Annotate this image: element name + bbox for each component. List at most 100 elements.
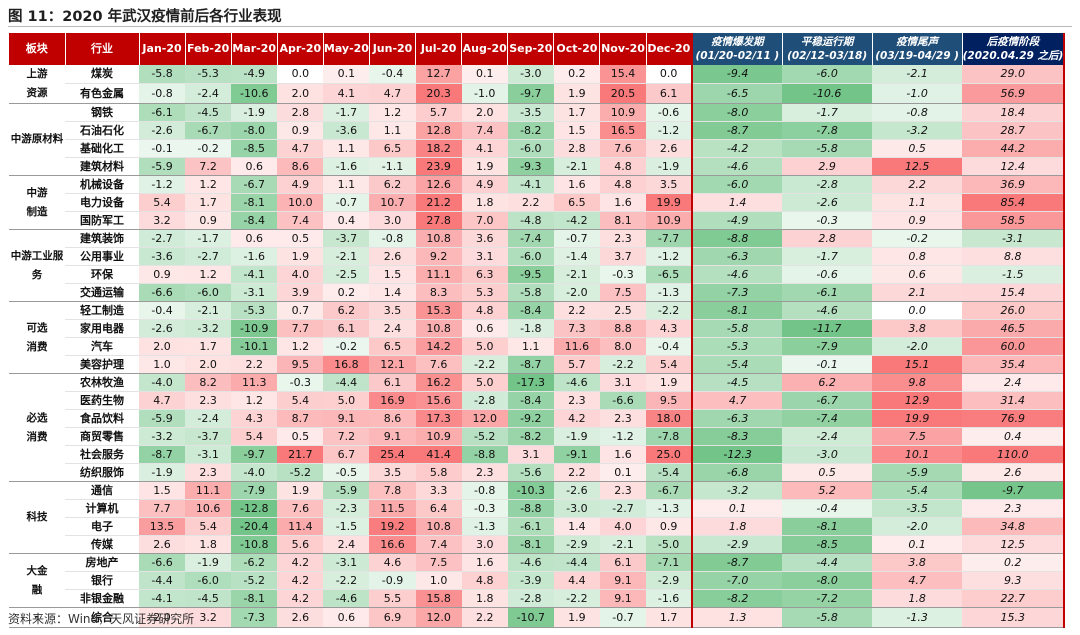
month-value-cell: -7.7 (646, 229, 693, 248)
month-value-cell: 10.8 (415, 229, 462, 248)
table-row: 非银金融 -4.1 -4.5 -8.1 4.2 -4.6 5.5 15.8 1.8 -2.8 -2.… (9, 589, 1066, 608)
sector-text: 可选消费 (26, 321, 48, 353)
month-value-cell: 12.7 (415, 65, 462, 85)
figure-title: 图 11：2020 年武汉疫情前后各行业表现 (8, 9, 282, 25)
month-value-cell: 16.5 (599, 121, 647, 140)
month-value-cell: 4.1 (461, 139, 508, 158)
month-value-cell: 6.3 (461, 265, 508, 284)
month-value-cell: 2.3 (185, 463, 232, 482)
table-row: 电子 13.5 5.4 -20.4 11.4 -1.5 19.2 10.8 -1.3 -6.1 1.… (9, 517, 1066, 536)
month-value-cell: -1.9 (646, 157, 693, 176)
month-value-cell: 4.1 (323, 83, 370, 104)
industry-name: 纺织服饰 (65, 463, 139, 482)
sector-label: 大金融 (9, 553, 65, 608)
table-row: 美容护理 1.0 2.0 2.2 9.5 16.8 12.1 7.6 -2.2 -8.7 5.7 -2… (9, 355, 1066, 374)
month-value-cell: -3.2 (185, 319, 232, 338)
month-value-cell: -8.0 (231, 121, 278, 140)
month-value-cell: 1.6 (599, 193, 647, 212)
month-value-cell: -6.0 (507, 247, 554, 266)
month-value-cell: -2.6 (139, 319, 186, 338)
month-value-cell: 4.6 (369, 553, 416, 572)
month-value-cell: -1.1 (369, 157, 416, 176)
month-value-cell: -2.3 (323, 499, 370, 518)
period-value-cell: -4.6 (691, 265, 783, 284)
period-value-cell: 15.1 (872, 355, 963, 374)
month-value-cell: -0.2 (323, 337, 370, 356)
period-value-cell: -7.2 (782, 589, 873, 608)
period-value-cell: 56.9 (962, 83, 1066, 104)
period-value-cell: 110.0 (962, 445, 1066, 464)
table-row: 上游资源 煤炭 -5.8 -5.3 -4.9 0.0 0.1 -0.4 12.7 0.1 -3.0 0… (9, 65, 1066, 104)
table-row: 环保 0.9 1.2 -4.1 4.0 -2.5 1.5 11.1 6.3 -9.5 -2.1 -0.… (9, 265, 1066, 284)
month-value-cell: 4.2 (277, 571, 324, 590)
month-value-cell: -8.1 (507, 535, 554, 554)
month-value-cell: 1.0 (415, 571, 462, 590)
sector-label: 必选消费 (9, 373, 65, 482)
period-value-cell: 26.0 (962, 301, 1066, 320)
month-value-cell: -0.7 (553, 229, 600, 248)
month-value-cell: 9.1 (369, 427, 416, 446)
month-value-cell: 3.7 (599, 247, 647, 266)
period-value-cell: -8.3 (691, 427, 783, 446)
month-value-cell: 7.7 (277, 319, 324, 338)
period-value-cell: -4.4 (782, 553, 873, 572)
month-value-cell: -0.4 (646, 337, 693, 356)
month-value-cell: 11.4 (277, 517, 324, 536)
month-value-cell: 5.4 (277, 391, 324, 410)
month-value-cell: -5.4 (646, 463, 693, 482)
month-value-cell: -4.4 (139, 571, 186, 590)
month-value-cell: 9.1 (323, 409, 370, 428)
table-row: 计算机 7.7 10.6 -12.8 7.6 -2.3 11.5 6.4 -0.3 -8.8 -3.… (9, 499, 1066, 518)
month-value-cell: -1.0 (461, 83, 508, 104)
month-value-cell: -0.8 (461, 481, 508, 500)
period-value-cell: 18.4 (962, 103, 1066, 122)
period-value-cell: 0.8 (872, 247, 963, 266)
month-value-cell: 11.3 (231, 373, 278, 392)
month-value-cell: -1.6 (231, 247, 278, 266)
industry-name: 社会服务 (65, 445, 139, 464)
table-row: 商贸零售 -3.2 -3.7 5.4 0.5 7.2 9.1 10.9 -5.2 -8.2 -1.9… (9, 427, 1066, 446)
month-value-cell: 3.5 (369, 301, 416, 320)
period-value-cell: 2.3 (962, 499, 1066, 518)
period-name: 后疫情阶段 (986, 36, 1040, 48)
period-value-cell: 3.8 (872, 319, 963, 338)
period-value-cell: -4.5 (691, 373, 783, 392)
month-value-cell: -2.7 (185, 247, 232, 266)
month-value-cell: 8.7 (277, 409, 324, 428)
period-value-cell: 29.0 (962, 65, 1066, 85)
title-divider (8, 26, 1072, 27)
month-value-cell: 21.2 (415, 193, 462, 212)
month-value-cell: -6.6 (139, 283, 186, 302)
period-value-cell: -2.1 (872, 65, 963, 85)
month-value-cell: 12.0 (415, 607, 462, 628)
month-value-cell: 0.0 (277, 65, 324, 85)
month-value-cell: -0.8 (369, 229, 416, 248)
table-row: 交通运输 -6.6 -6.0 -3.1 3.9 0.2 1.4 8.3 5.3 -5.8 -2.0 7… (9, 283, 1066, 302)
month-value-cell: -8.4 (507, 391, 554, 410)
month-value-cell: -7.8 (646, 427, 693, 446)
period-value-cell: -0.1 (782, 355, 873, 374)
period-value-cell: -6.0 (691, 175, 783, 194)
month-value-cell: 1.6 (599, 445, 647, 464)
period-value-cell: -1.0 (872, 83, 963, 104)
month-value-cell: -2.5 (323, 265, 370, 284)
sector-label: 科技 (9, 481, 65, 554)
month-value-cell: -8.8 (507, 499, 554, 518)
period-value-cell: 4.7 (872, 571, 963, 590)
month-value-cell: -9.2 (507, 409, 554, 428)
month-value-cell: -0.1 (139, 139, 186, 158)
industry-name: 商贸零售 (65, 427, 139, 446)
period-value-cell: 12.5 (872, 157, 963, 176)
month-value-cell: -4.6 (507, 553, 554, 572)
month-value-cell: -1.2 (646, 121, 693, 140)
month-value-cell: 5.5 (369, 589, 416, 608)
month-value-cell: 10.7 (369, 193, 416, 212)
month-value-cell: -4.8 (507, 211, 554, 230)
period-value-cell: -4.6 (691, 157, 783, 176)
month-value-cell: -8.8 (461, 445, 508, 464)
period-value-cell: -5.4 (691, 355, 783, 374)
table-row: 银行 -4.4 -6.0 -5.2 4.2 -2.2 -0.9 1.0 4.8 -3.9 4.4 9.… (9, 571, 1066, 590)
table-row: 家用电器 -2.6 -3.2 -10.9 7.7 6.1 2.4 10.8 0.6 -1.8 7.3… (9, 319, 1066, 338)
month-value-cell: 4.0 (599, 517, 647, 536)
month-value-cell: -0.7 (323, 193, 370, 212)
